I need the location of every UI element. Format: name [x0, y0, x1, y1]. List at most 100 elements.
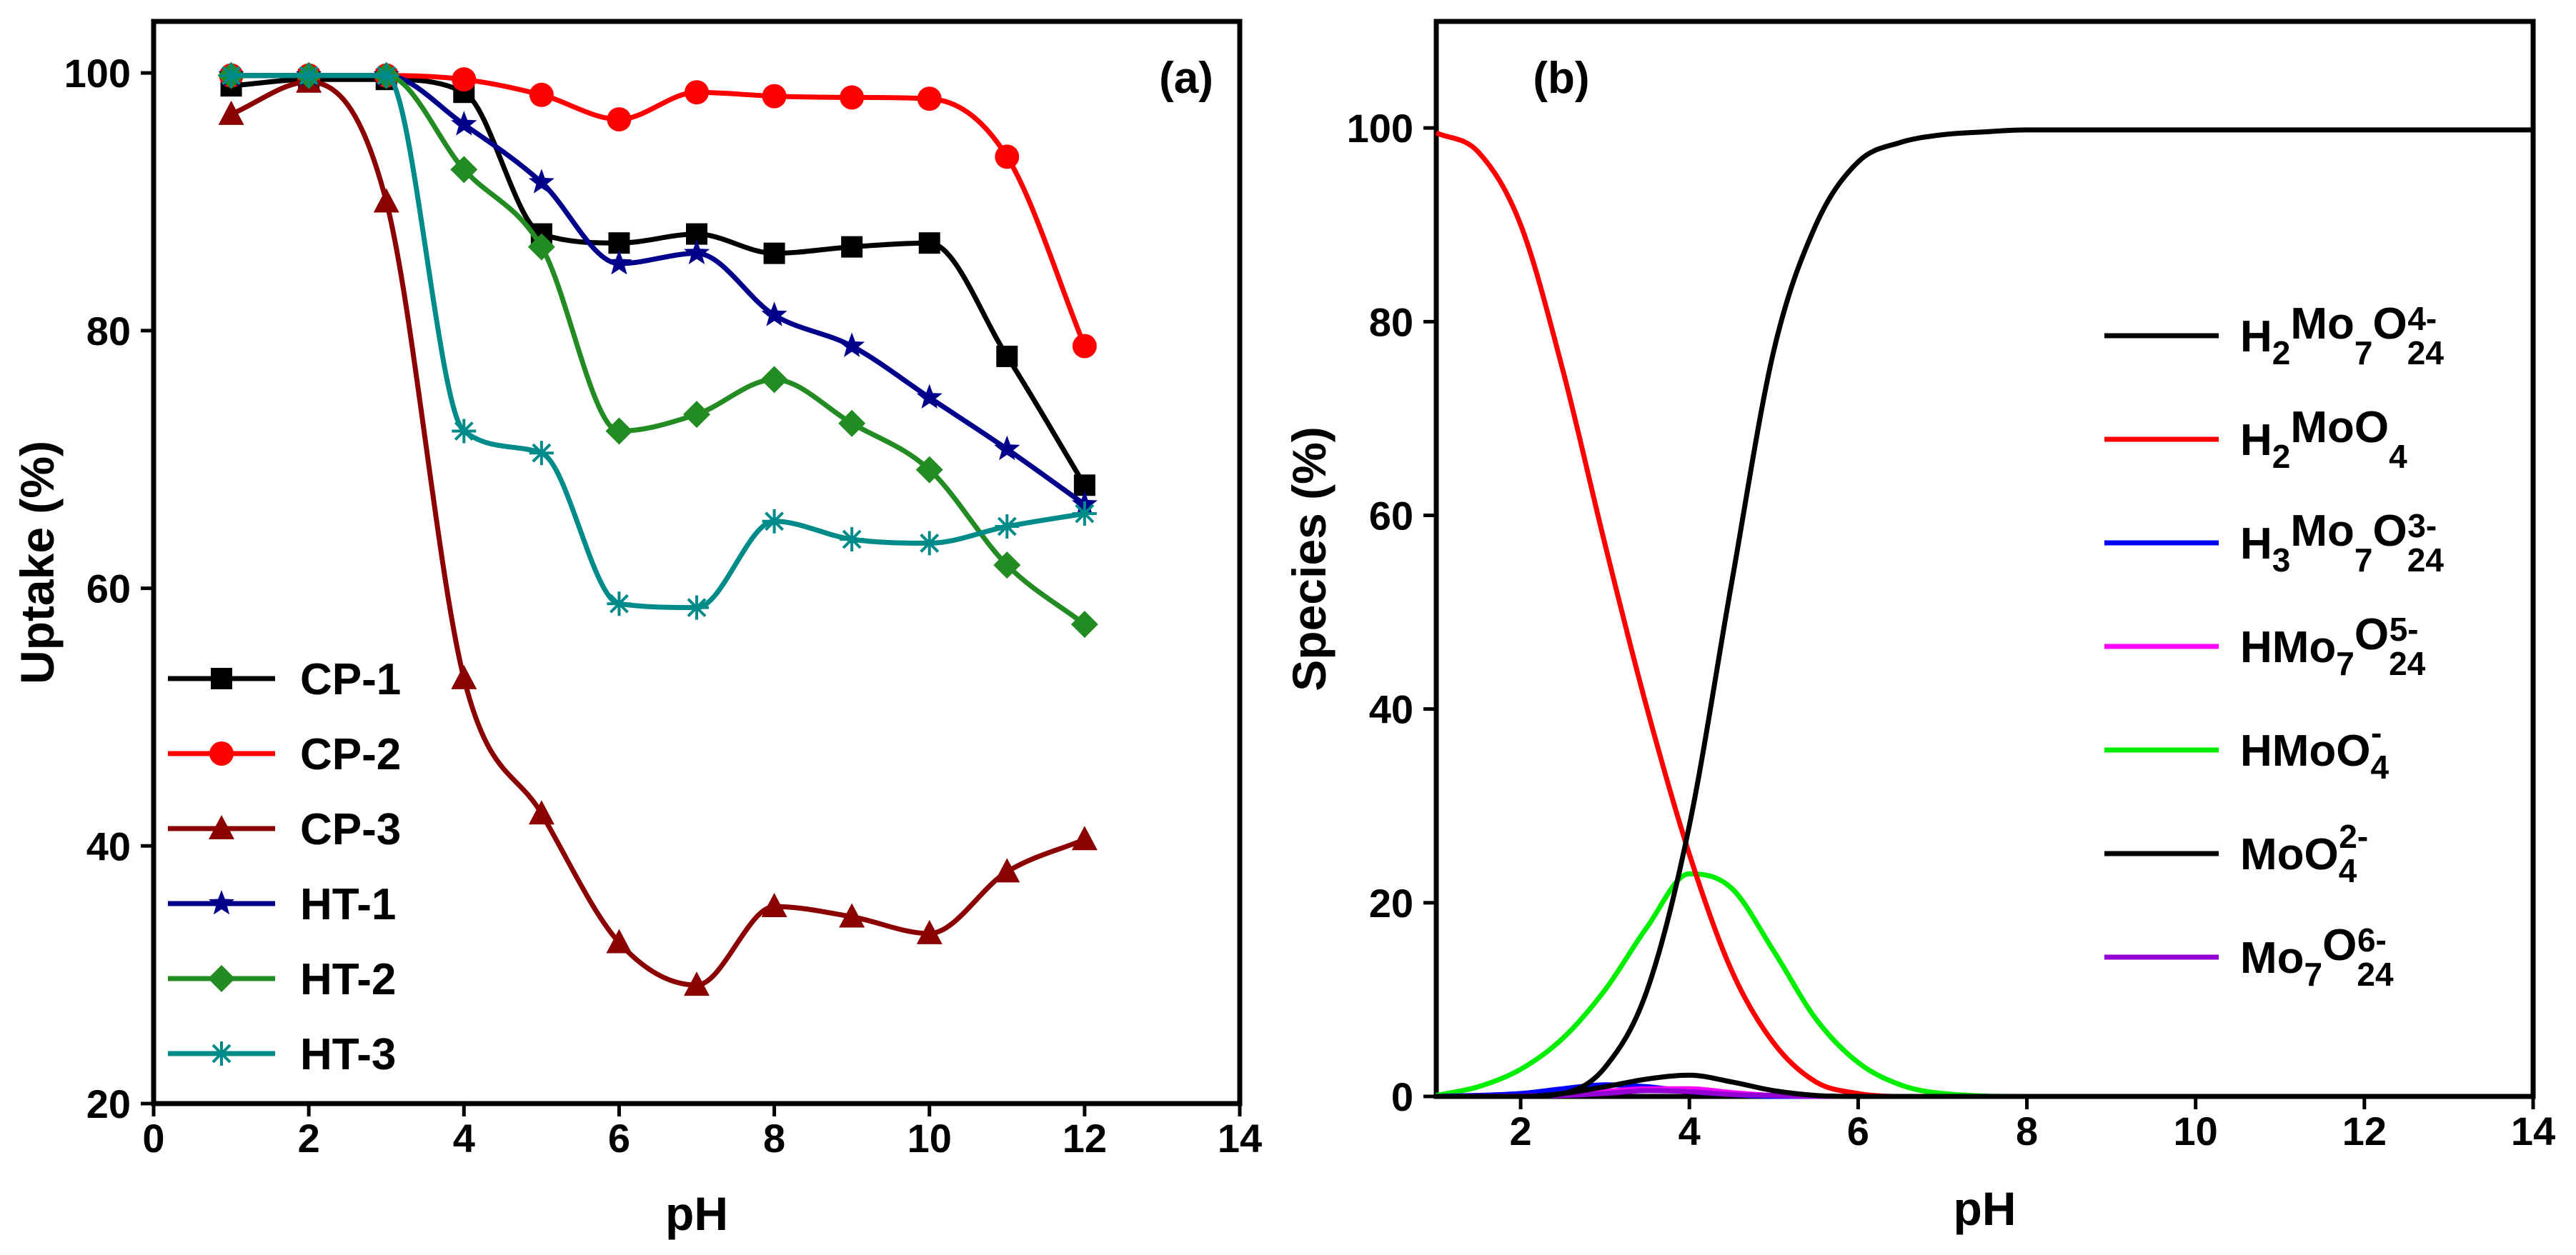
data-point: [841, 236, 863, 258]
x-tick-label: 6: [1847, 1109, 1869, 1154]
data-point: [762, 509, 787, 534]
legend-marker: [209, 815, 234, 839]
data-point: [451, 111, 477, 136]
y-tick-label: 20: [86, 1081, 131, 1126]
y-tick-label: 20: [1369, 881, 1413, 926]
legend-item-species: HMoO4-: [2104, 714, 2389, 786]
data-point: [917, 86, 942, 111]
x-tick-label: 2: [298, 1116, 320, 1161]
data-point: [995, 514, 1020, 539]
x-axis-title: pH: [665, 1187, 728, 1240]
data-point: [373, 188, 399, 213]
data-point: [527, 233, 555, 261]
x-axis-title: pH: [1954, 1182, 2016, 1235]
data-point: [450, 156, 478, 184]
data-point: [760, 366, 788, 394]
legend-label: CP-3: [300, 805, 401, 854]
data-point: [452, 419, 477, 444]
legend-marker: [211, 668, 232, 689]
data-point: [607, 107, 632, 132]
data-point: [838, 409, 866, 437]
legend-item-species: HMo7O245-: [2104, 610, 2426, 682]
legend-item-cp-1: CP-1: [168, 655, 401, 704]
legend-label: H3Mo7O243-: [2240, 506, 2444, 579]
data-point: [685, 80, 709, 105]
legend-label: HT-3: [300, 1030, 396, 1079]
legend-label: Mo7O246-: [2240, 921, 2394, 993]
data-point: [452, 67, 477, 92]
data-point: [839, 332, 865, 357]
x-tick-label: 4: [1679, 1109, 1701, 1154]
data-point: [528, 169, 555, 194]
legend-item-species: MoO42-: [2104, 818, 2368, 889]
data-point: [605, 417, 633, 445]
y-axis-title: Uptake (%): [11, 441, 64, 684]
panel-label-a: (a): [1159, 54, 1213, 103]
x-tick-label: 8: [763, 1116, 785, 1161]
legend-label: HMoO4-: [2240, 714, 2389, 786]
x-tick-label: 12: [2342, 1109, 2387, 1154]
legend-item-cp-3: CP-3: [168, 805, 401, 854]
data-point: [1072, 501, 1097, 526]
legend-marker: [209, 741, 234, 766]
data-point: [918, 232, 940, 254]
legend-item-species: H2Mo7O244-: [2104, 299, 2444, 371]
data-point: [218, 100, 244, 125]
y-axis-title: Species (%): [1283, 426, 1336, 691]
data-point: [840, 527, 865, 552]
legend-item-cp-2: CP-2: [168, 730, 401, 779]
legend-marker: [208, 965, 235, 992]
legend-label: H2Mo7O244-: [2240, 299, 2444, 371]
y-tick-label: 0: [1391, 1074, 1413, 1119]
species-curve-0: [1436, 1072, 2533, 1099]
legend-item-species: H2MoO4: [2104, 403, 2407, 475]
y-tick-label: 60: [86, 566, 131, 611]
data-point: [915, 456, 943, 484]
data-point: [995, 144, 1020, 169]
data-point: [762, 84, 787, 109]
y-tick-label: 80: [86, 309, 131, 354]
x-tick-label: 10: [2174, 1109, 2218, 1154]
x-tick-label: 4: [453, 1116, 475, 1161]
species-curve-5: [1436, 127, 2533, 1099]
x-tick-label: 10: [907, 1116, 952, 1161]
data-point: [916, 384, 943, 409]
data-point: [684, 971, 710, 996]
data-point: [1070, 611, 1098, 639]
legend-label: CP-1: [300, 655, 401, 704]
legend-item-ht-3: HT-3: [168, 1030, 396, 1079]
y-tick-label: 40: [86, 824, 131, 869]
data-point: [529, 82, 554, 107]
data-point: [993, 551, 1021, 579]
legend-item-species: Mo7O246-: [2104, 921, 2394, 993]
data-point: [761, 301, 787, 326]
data-point: [996, 345, 1018, 367]
legend-label: HT-1: [300, 880, 396, 929]
y-tick-label: 40: [1369, 687, 1413, 732]
data-point: [917, 531, 942, 556]
data-point: [763, 242, 785, 264]
y-tick-label: 60: [1369, 493, 1413, 538]
legend-marker: [209, 1041, 234, 1066]
legend-label: MoO42-: [2240, 818, 2368, 889]
panel-label-b: (b): [1533, 54, 1589, 103]
legend-label: CP-2: [300, 730, 401, 779]
data-point: [839, 903, 865, 928]
legend-item-species: H3Mo7O243-: [2104, 506, 2444, 579]
data-point: [994, 858, 1020, 883]
x-tick-label: 6: [608, 1116, 630, 1161]
data-point: [994, 435, 1020, 461]
legend-marker: [208, 890, 235, 915]
x-tick-label: 12: [1063, 1116, 1107, 1161]
panel-b: 2 4 6 8 10 12 14 0 20 40 60 80 100 pH Species (%) (b) H2…: [1283, 19, 2555, 1235]
x-tick-label: 0: [142, 1116, 164, 1161]
legend-b: H2Mo7O244- H2MoO4 H3Mo7O243- HMo7O245- HMoO4…: [2104, 299, 2444, 993]
x-tick-label: 2: [1509, 1109, 1531, 1154]
data-point: [219, 63, 244, 88]
data-point: [916, 919, 943, 944]
series-line: [230, 79, 1086, 988]
y-tick-label: 100: [64, 51, 131, 96]
data-point: [606, 929, 632, 954]
